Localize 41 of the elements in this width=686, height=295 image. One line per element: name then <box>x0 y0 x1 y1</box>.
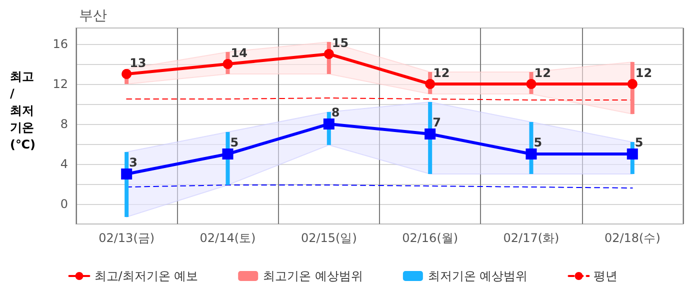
point <box>121 168 132 180</box>
y-tick-label: 8 <box>60 117 68 131</box>
point <box>627 79 638 89</box>
point <box>526 148 537 160</box>
data-label: 5 <box>230 136 239 150</box>
y-tick-label: 12 <box>52 77 68 91</box>
point <box>424 128 436 140</box>
point <box>626 148 638 160</box>
data-label: 12 <box>635 66 652 80</box>
point <box>222 148 234 160</box>
chart-title: 부산 <box>79 8 107 24</box>
data-label: 3 <box>129 156 138 170</box>
y-tick-label: 4 <box>60 157 68 171</box>
data-label: 5 <box>634 136 644 150</box>
point <box>324 49 334 59</box>
x-tick-label: 02/13(금) <box>98 231 155 245</box>
data-label: 13 <box>130 56 146 70</box>
x-tick-label: 02/18(수) <box>604 231 660 245</box>
point <box>526 79 536 89</box>
data-label: 12 <box>433 66 450 80</box>
y-axis-title: 최고/최저 기온 (℃) <box>10 70 36 152</box>
point <box>323 118 334 130</box>
data-label: 15 <box>332 36 349 50</box>
x-tick-label: 02/17(화) <box>503 231 560 245</box>
x-tick-label: 02/14(토) <box>200 231 256 245</box>
legend-label: 평년 <box>594 269 618 283</box>
data-label: 5 <box>534 136 542 150</box>
legend-label: 최고/최저기온 예보 <box>94 269 198 283</box>
legend-label: 최고기온 예상범위 <box>263 269 363 283</box>
y-tick-label: 0 <box>60 197 68 211</box>
point <box>222 59 233 69</box>
legend-label: 최저기온 예상범위 <box>428 269 528 283</box>
data-label: 12 <box>534 66 551 80</box>
data-label: 7 <box>432 116 441 130</box>
data-label: 8 <box>331 106 340 120</box>
data-label: 14 <box>230 46 248 60</box>
point <box>122 69 132 79</box>
point <box>425 79 436 89</box>
y-tick-label: 16 <box>52 37 68 51</box>
x-tick-label: 02/15(일) <box>300 231 357 245</box>
x-tick-label: 02/16(월) <box>402 231 458 245</box>
